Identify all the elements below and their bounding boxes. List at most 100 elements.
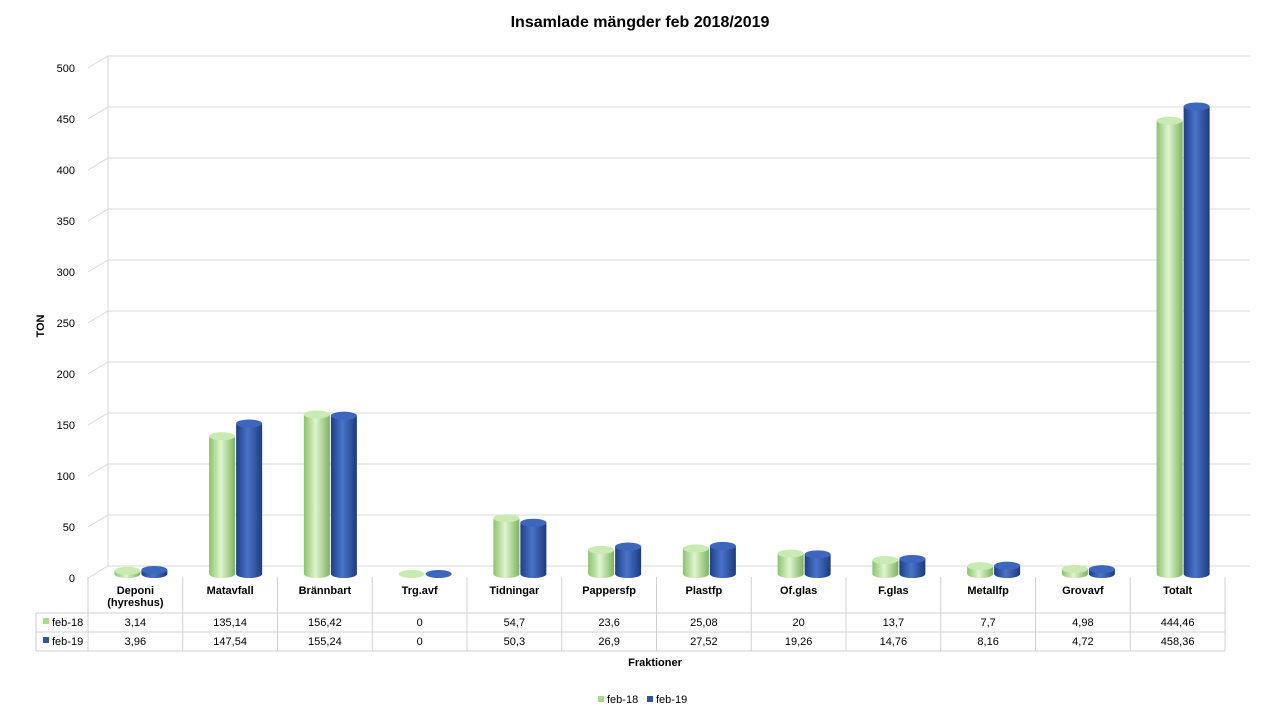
data-table: Deponi(hyreshus) Matavfall Brännbart Trg.av… <box>35 577 1226 652</box>
bar-top <box>994 561 1021 570</box>
bar-body <box>682 548 709 578</box>
bar-top <box>872 556 899 565</box>
bar-body <box>804 554 831 578</box>
bar-feb-19 <box>899 554 926 578</box>
bar-feb-18 <box>303 410 330 578</box>
bar-body <box>588 549 615 578</box>
data-label: 25,08 <box>690 617 718 629</box>
data-label: 20 <box>793 617 805 629</box>
bar-feb-18 <box>872 556 899 578</box>
x-tick-label: Totalt <box>1163 585 1192 597</box>
bar-top <box>1183 102 1210 111</box>
y-tick-label: 450 <box>57 114 75 126</box>
y-tick-label: 50 <box>63 522 75 534</box>
bar-feb-19 <box>330 411 357 578</box>
bar-feb-19 <box>1183 102 1210 578</box>
gridline <box>87 361 1250 375</box>
table-legend-key <box>43 618 49 624</box>
x-tick-label: (hyreshus) <box>107 597 164 609</box>
bar-body <box>872 560 899 578</box>
bar-top <box>520 518 547 527</box>
bar-top <box>141 565 168 574</box>
bar-body <box>330 415 357 578</box>
gridline <box>87 514 1250 528</box>
bar-feb-19 <box>994 561 1021 578</box>
bar-body <box>303 414 330 578</box>
gridline <box>87 310 1250 324</box>
y-tick-label: 400 <box>57 165 75 177</box>
bar-top <box>398 570 425 578</box>
bar-body <box>709 545 736 578</box>
gridline <box>87 412 1250 426</box>
data-label: 19,26 <box>785 636 813 648</box>
table-series-name: feb-18 <box>52 617 83 629</box>
legend-swatch <box>598 696 604 702</box>
chart-title: Insamlade mängder feb 2018/2019 <box>511 14 770 31</box>
bar-top <box>1156 116 1183 125</box>
x-tick-label: Trg.avf <box>402 585 438 597</box>
bar-top <box>804 550 831 559</box>
legend-label: feb-18 <box>607 694 638 706</box>
data-label: 23,6 <box>598 617 619 629</box>
x-tick-label: F.glas <box>878 585 909 597</box>
data-label: 0 <box>417 636 423 648</box>
bar-top <box>899 554 926 563</box>
x-tick-label: Tidningar <box>489 585 540 597</box>
legend-item: feb-19 <box>647 694 687 706</box>
gridline <box>87 208 1250 222</box>
bar-body <box>236 423 263 578</box>
x-tick-label: Grovavf <box>1062 585 1104 597</box>
bar-body <box>520 522 547 578</box>
bar-feb-18 <box>398 570 425 578</box>
bar-top <box>303 410 330 419</box>
bar-top <box>114 566 141 575</box>
data-label: 13,7 <box>883 617 904 629</box>
bar-feb-19 <box>615 542 642 578</box>
bars <box>114 102 1210 578</box>
legend-item: feb-18 <box>598 694 638 706</box>
bar-body <box>209 436 236 578</box>
bar-top <box>615 542 642 551</box>
y-axis-ticks: 0 50 100 150 200 250 300 350 400 450 500 <box>57 63 75 585</box>
data-label: 8,16 <box>977 636 998 648</box>
data-label: 26,9 <box>598 636 619 648</box>
legend-swatch <box>647 696 653 702</box>
gridline <box>87 106 1250 120</box>
bar-top <box>493 514 520 523</box>
data-label: 4,98 <box>1072 617 1093 629</box>
bar-feb-19 <box>141 565 168 578</box>
legend: feb-18 feb-19 <box>598 694 687 706</box>
bar-feb-19 <box>804 550 831 578</box>
data-label: 7,7 <box>980 617 995 629</box>
gridline <box>87 463 1250 477</box>
data-label: 135,14 <box>213 617 247 629</box>
bar-body <box>899 558 926 578</box>
y-tick-label: 0 <box>69 573 75 585</box>
bar-feb-19 <box>709 541 736 578</box>
bar-top <box>588 545 615 554</box>
data-label: 147,54 <box>213 636 247 648</box>
data-label: 27,52 <box>690 636 718 648</box>
x-tick-label: Matavfall <box>207 585 254 597</box>
bar-feb-18 <box>682 544 709 578</box>
y-tick-label: 200 <box>57 369 75 381</box>
bar-top <box>967 562 994 571</box>
bar-top <box>330 411 357 420</box>
table-series-name: feb-19 <box>52 636 83 648</box>
y-axis-label: TON <box>35 314 47 337</box>
gridline <box>87 55 1250 69</box>
bar-feb-19 <box>236 419 263 578</box>
bar-top <box>209 432 236 441</box>
bar-feb-18 <box>1156 116 1183 578</box>
data-label: 458,36 <box>1161 636 1195 648</box>
data-label: 14,76 <box>880 636 908 648</box>
bar-top <box>709 541 736 550</box>
bar-feb-19 <box>520 518 547 578</box>
bar-top <box>1061 564 1088 573</box>
bar-body <box>1183 106 1210 578</box>
data-label: 3,96 <box>125 636 146 648</box>
data-label: 54,7 <box>504 617 525 629</box>
data-label: 50,3 <box>504 636 525 648</box>
gridline <box>87 157 1250 171</box>
